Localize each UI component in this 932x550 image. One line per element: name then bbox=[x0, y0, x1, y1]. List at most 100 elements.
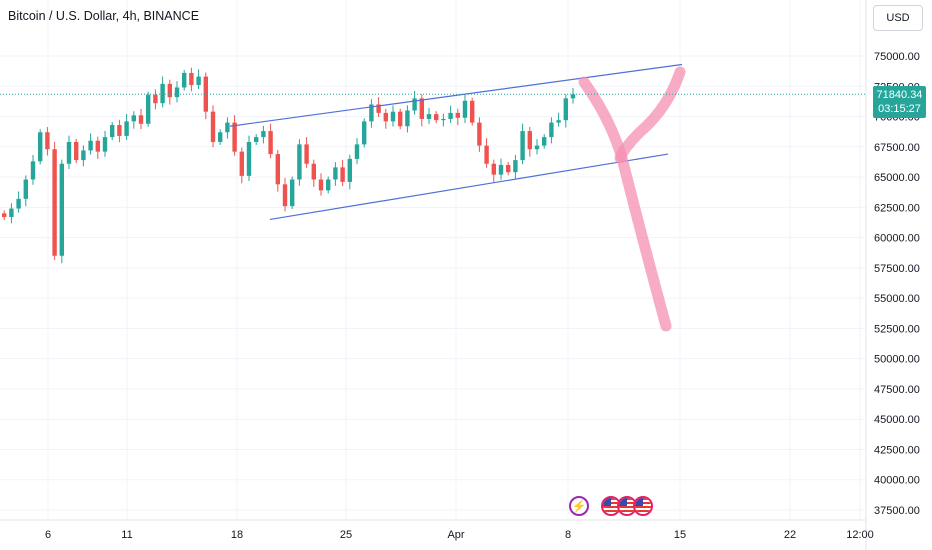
candle-body bbox=[2, 213, 7, 218]
candle-body bbox=[88, 140, 93, 151]
candle-body bbox=[376, 104, 381, 113]
channel-lower-line bbox=[269, 153, 669, 221]
candle-body bbox=[23, 179, 28, 199]
candle-body bbox=[174, 87, 180, 98]
candle-body bbox=[52, 149, 57, 256]
candle-body bbox=[362, 121, 367, 145]
candle-body bbox=[282, 184, 288, 207]
candle-body bbox=[477, 122, 482, 146]
price-tick-label: 50000.00 bbox=[874, 354, 920, 366]
time-tick-label: 12:00 bbox=[846, 529, 874, 541]
us-flag-icon[interactable] bbox=[617, 496, 637, 516]
candle-body bbox=[146, 94, 151, 124]
candle-body bbox=[38, 132, 43, 162]
candle-body bbox=[16, 198, 21, 209]
candle-body bbox=[254, 137, 259, 142]
candle-body bbox=[383, 112, 388, 122]
candle-body bbox=[153, 94, 158, 104]
price-tick-label: 67500.00 bbox=[874, 142, 920, 154]
candle-body bbox=[45, 132, 50, 150]
last-price-value: 71840.34 bbox=[876, 89, 923, 101]
candle-body bbox=[498, 164, 504, 175]
price-tick-label: 47500.00 bbox=[874, 384, 920, 396]
candle-body bbox=[556, 120, 561, 123]
candle-body bbox=[340, 167, 345, 182]
candle-body bbox=[398, 111, 403, 127]
candle-body bbox=[196, 76, 201, 86]
candle-body bbox=[491, 163, 496, 175]
candle-body bbox=[549, 122, 554, 138]
candle-body bbox=[138, 115, 144, 124]
candle-body bbox=[30, 161, 36, 180]
price-tick-label: 60000.00 bbox=[874, 233, 920, 245]
candle-body bbox=[297, 144, 302, 180]
events-row: ⚡ bbox=[569, 496, 653, 516]
candle-body bbox=[95, 140, 100, 152]
channel-upper-line bbox=[229, 63, 683, 127]
candle-body bbox=[124, 121, 129, 136]
price-tick-label: 57500.00 bbox=[874, 263, 920, 275]
candle-body bbox=[74, 141, 79, 161]
price-axis[interactable]: 75000.0072500.0070000.0067500.0065000.00… bbox=[874, 51, 920, 517]
candle-body bbox=[520, 131, 525, 161]
candle-body bbox=[218, 132, 223, 142]
time-tick-label: 6 bbox=[45, 529, 51, 541]
candle-body bbox=[261, 131, 266, 138]
candle-body bbox=[59, 163, 64, 256]
candle-body bbox=[390, 111, 396, 122]
candle-body bbox=[318, 179, 324, 191]
time-tick-label: 22 bbox=[784, 529, 796, 541]
candle-body bbox=[66, 141, 72, 164]
candle-body bbox=[304, 144, 309, 164]
candle-body bbox=[405, 110, 410, 127]
candle-body bbox=[470, 100, 475, 123]
chart-grid bbox=[0, 0, 866, 520]
candle-body bbox=[167, 83, 172, 98]
freehand-stroke-down bbox=[578, 76, 672, 332]
symbol-title: Bitcoin / U.S. Dollar, 4h, BINANCE bbox=[8, 9, 200, 23]
lightning-icon[interactable]: ⚡ bbox=[569, 496, 589, 516]
candle-body bbox=[513, 160, 518, 173]
candle-body bbox=[506, 164, 511, 173]
time-tick-label: 11 bbox=[121, 529, 132, 541]
us-flag-icon[interactable] bbox=[633, 496, 653, 516]
freehand-stroke-up bbox=[614, 66, 686, 164]
chart-drawings[interactable] bbox=[229, 63, 686, 332]
time-tick-label: 15 bbox=[674, 529, 686, 541]
time-tick-label: 8 bbox=[565, 529, 571, 541]
candle-body bbox=[563, 98, 568, 121]
candle-body bbox=[81, 150, 86, 161]
candle-body bbox=[203, 76, 208, 112]
last-price-tag: 71840.34 03:15:27 bbox=[873, 86, 926, 118]
candle-body bbox=[441, 118, 446, 121]
candle-body bbox=[448, 112, 453, 119]
candle-body bbox=[354, 144, 360, 159]
candle-body bbox=[131, 115, 136, 122]
bar-countdown: 03:15:27 bbox=[878, 103, 921, 115]
candle-body bbox=[333, 167, 338, 180]
candle-body bbox=[225, 122, 230, 133]
candle-body bbox=[462, 100, 468, 118]
candle-body bbox=[311, 163, 316, 180]
candle-body bbox=[455, 112, 460, 118]
candle-body bbox=[9, 208, 14, 218]
candle-body bbox=[326, 179, 331, 191]
candle-body bbox=[110, 125, 115, 138]
candle-body bbox=[182, 72, 187, 88]
price-tick-label: 45000.00 bbox=[874, 414, 920, 426]
currency-button[interactable]: USD bbox=[873, 5, 923, 31]
candlestick-series bbox=[2, 67, 576, 264]
price-tick-label: 62500.00 bbox=[874, 202, 920, 214]
price-tick-label: 40000.00 bbox=[874, 475, 920, 487]
price-tick-label: 42500.00 bbox=[874, 444, 920, 456]
price-tick-label: 65000.00 bbox=[874, 172, 920, 184]
time-tick-label: 18 bbox=[231, 529, 243, 541]
time-tick-label: Apr bbox=[447, 529, 464, 541]
candle-body bbox=[426, 114, 432, 119]
time-axis[interactable]: 6 11 18 25 Apr 8 15 22 12:00 bbox=[45, 529, 874, 541]
candle-body bbox=[239, 151, 244, 176]
candle-body bbox=[210, 111, 216, 142]
candle-body bbox=[268, 131, 273, 155]
candle-body bbox=[570, 94, 576, 99]
